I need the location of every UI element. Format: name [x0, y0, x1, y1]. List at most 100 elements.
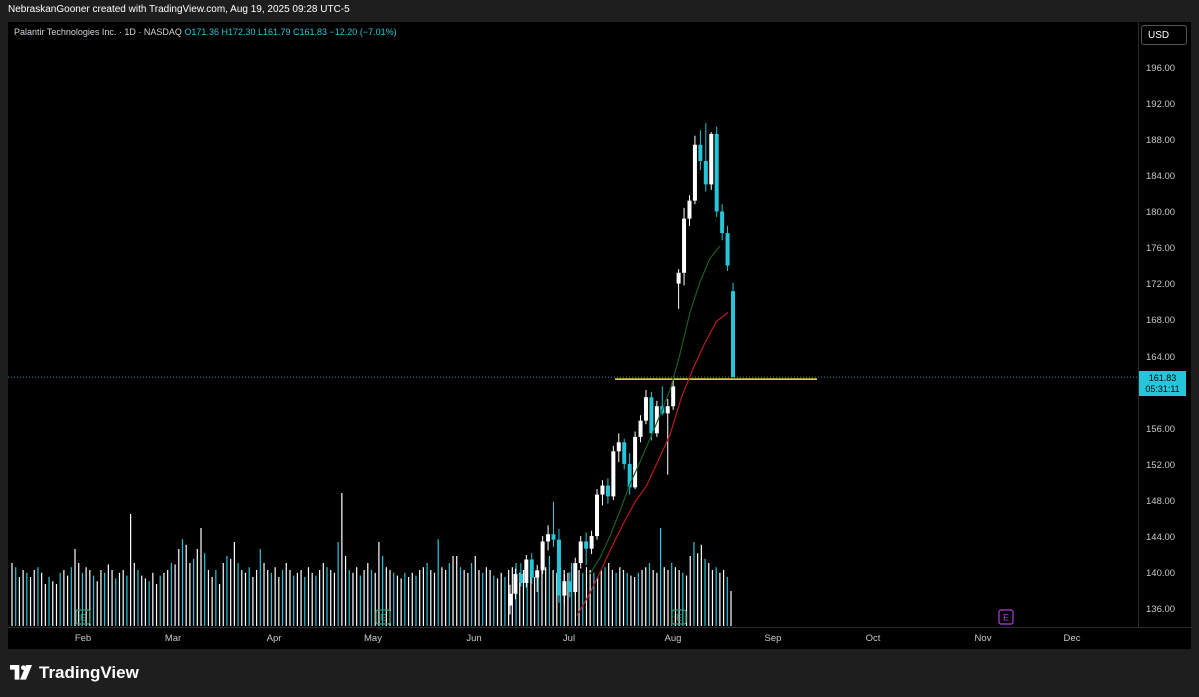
candle-body: [589, 536, 594, 549]
volume-bar: [445, 570, 447, 626]
month-tick-label: Aug: [664, 633, 682, 644]
candle-body: [535, 570, 540, 578]
volume-bar: [200, 528, 202, 626]
earnings-marker-icon: [998, 609, 1014, 625]
candle-body: [682, 218, 687, 273]
volume-bar: [333, 572, 336, 626]
volume-bar: [674, 567, 677, 626]
volume-bar: [611, 570, 614, 626]
volume-bar: [22, 570, 24, 626]
currency-button[interactable]: USD: [1141, 25, 1187, 45]
tradingview-logo[interactable]: TradingView: [10, 663, 139, 683]
volume-bar: [337, 542, 339, 626]
volume-bar: [411, 572, 413, 626]
volume-bar: [459, 567, 462, 626]
volume-bar: [697, 553, 699, 626]
volume-bar: [500, 572, 502, 626]
price-tick-label: 180.00: [1146, 207, 1176, 219]
candle-body: [518, 573, 523, 583]
volume-bar: [537, 572, 539, 626]
price-tick-label: 196.00: [1146, 63, 1176, 74]
volume-bar: [252, 577, 254, 626]
volume-bar: [652, 570, 654, 626]
volume-bar: [719, 572, 721, 626]
candle-body: [714, 133, 719, 212]
attribution-text: NebraskanGooner created with TradingView…: [8, 4, 350, 15]
volume-bar: [11, 563, 13, 626]
volume-bar: [704, 558, 706, 626]
volume-bar: [422, 567, 424, 626]
volume-bar: [541, 570, 543, 626]
volume-bar: [218, 584, 221, 626]
volume-bar: [55, 584, 58, 626]
volume-bar: [33, 570, 35, 626]
volume-bar: [63, 570, 65, 626]
candle-body: [709, 133, 714, 185]
symbol-name: Palantir Technologies Inc. · 1D · NASDAQ: [14, 27, 182, 37]
last-price-tag: 161.83 05:31:11: [1139, 371, 1186, 396]
chart-pane[interactable]: [8, 22, 1191, 649]
volume-bar: [593, 572, 595, 626]
volume-bar: [511, 567, 513, 626]
last-price-value: 161.83: [1148, 373, 1177, 383]
volume-bar: [559, 567, 562, 626]
volume-bar: [341, 493, 343, 626]
volume-bar: [356, 567, 358, 626]
brand-name: TradingView: [39, 663, 139, 682]
month-tick-label: Sep: [764, 633, 782, 644]
price-tick-label: 136.00: [1146, 604, 1176, 615]
volume-bar: [215, 570, 217, 626]
volume-bar: [37, 567, 39, 626]
volume-bar: [504, 577, 506, 626]
volume-bar: [330, 570, 332, 626]
volume-bar: [530, 572, 532, 626]
candle-body: [567, 581, 572, 592]
earnings-marker-icon: [75, 609, 91, 625]
candle-body: [703, 160, 708, 185]
volume-bar: [74, 549, 76, 626]
earnings-marker-label: E: [1003, 613, 1009, 623]
volume-bar: [456, 556, 458, 626]
candle-body: [616, 442, 621, 452]
volume-bar: [659, 528, 662, 626]
candle-body: [720, 211, 725, 234]
month-tick-label: Nov: [974, 633, 992, 644]
volume-bar: [29, 577, 32, 626]
volume-bar: [526, 575, 528, 626]
volume-bar: [467, 572, 469, 626]
volume-bar: [378, 542, 380, 626]
volume-bar: [367, 563, 369, 626]
volume-bar: [211, 577, 213, 626]
candle-body: [605, 485, 610, 497]
volume-bar: [622, 570, 625, 626]
volume-bar: [689, 556, 691, 626]
volume-bar: [519, 572, 521, 626]
candle-body: [643, 397, 648, 421]
volume-bar: [389, 570, 391, 626]
volume-bar: [630, 575, 632, 626]
volume-bar: [233, 542, 235, 626]
volume-bar: [344, 556, 347, 626]
volume-bar: [545, 567, 547, 626]
volume-bar: [204, 553, 206, 626]
volume-bar: [448, 563, 450, 626]
volume-bar: [482, 572, 484, 626]
volume-bar: [645, 567, 647, 626]
candle-body: [546, 534, 551, 542]
volume-bar: [307, 567, 310, 626]
volume-bar: [626, 572, 628, 626]
volume-bar: [222, 563, 224, 626]
price-axis-divider: [1138, 22, 1139, 627]
month-tick-label: Oct: [865, 633, 881, 644]
volume-bar: [174, 564, 176, 626]
volume-bar: [634, 577, 636, 626]
volume-bar: [656, 572, 658, 626]
volume-bar: [300, 570, 302, 626]
volume-bar: [396, 575, 399, 626]
volume-bar: [452, 556, 454, 626]
volume-bar: [115, 578, 117, 626]
volume-bar: [426, 563, 428, 626]
volume-bar: [485, 567, 487, 626]
volume-bar: [726, 577, 728, 626]
